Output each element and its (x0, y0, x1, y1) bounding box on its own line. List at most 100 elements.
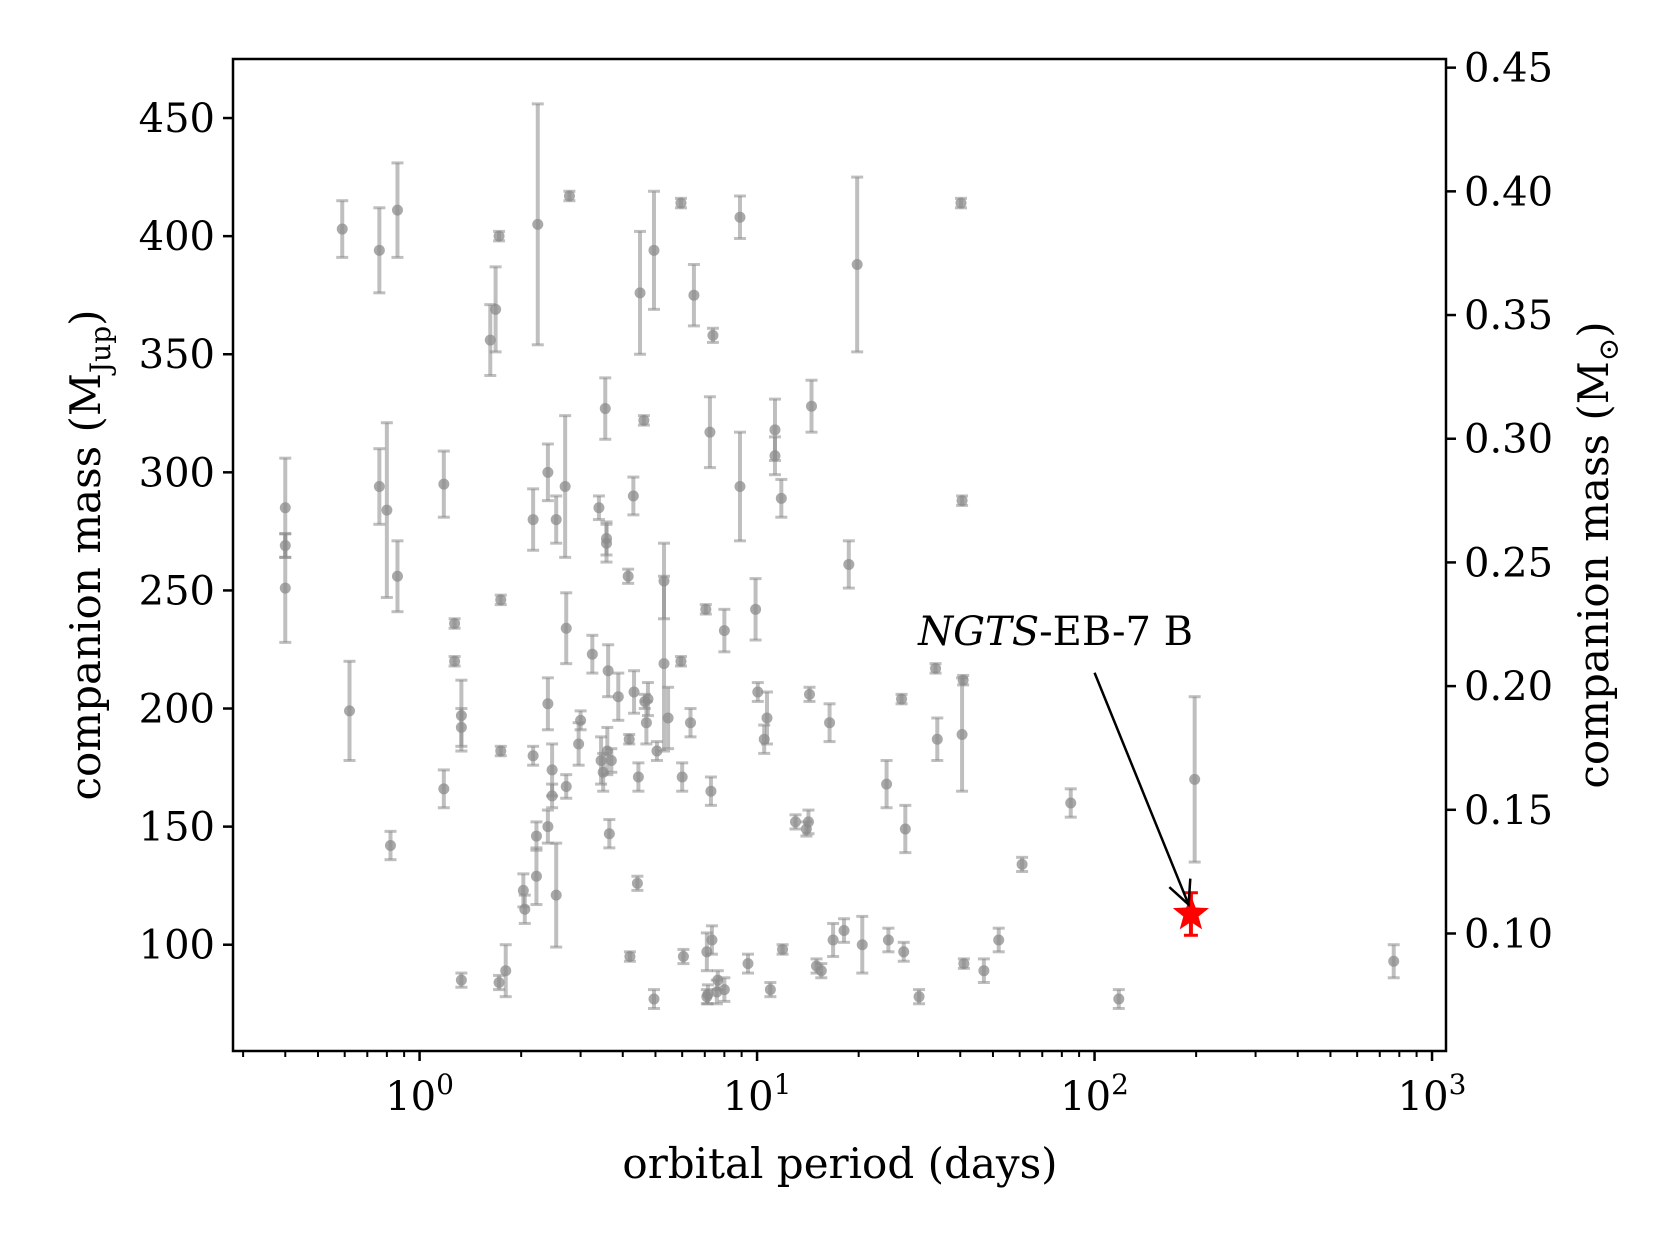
data-point (560, 591, 573, 666)
data-point-marker (764, 984, 776, 996)
x-tick-label: 103 (1398, 1068, 1467, 1120)
data-point-marker (881, 778, 893, 790)
data-point-marker (563, 190, 575, 202)
data-point (956, 676, 969, 793)
data-point-marker (601, 532, 613, 544)
data-point (842, 539, 855, 590)
data-point-marker (824, 717, 836, 729)
data-point-marker (838, 925, 850, 937)
data-point (718, 976, 731, 1003)
left-y-tick-label: 200 (139, 687, 215, 733)
data-point (776, 943, 789, 956)
data-point-marker (455, 974, 467, 986)
right-y-tick-label: 0.25 (1464, 540, 1553, 586)
data-point-marker (750, 603, 762, 615)
data-point-marker (775, 492, 787, 504)
left-y-tick-label: 100 (139, 923, 215, 969)
annotation: NGTS-EB-7 B (917, 609, 1193, 908)
right-y-tick-label: 0.20 (1464, 664, 1553, 710)
data-point (623, 950, 636, 963)
left-y-tick-label: 400 (139, 214, 215, 260)
data-point (1016, 855, 1029, 873)
data-point (527, 487, 540, 552)
data-point-marker (856, 939, 868, 951)
data-point (550, 841, 563, 949)
data-point (622, 567, 635, 585)
data-point (1188, 695, 1201, 864)
data-point-marker (955, 197, 967, 209)
data-point-marker (500, 965, 512, 977)
data-point-marker (495, 745, 507, 757)
data-point-marker (899, 823, 911, 835)
left-y-axis-label: companion mass (MJup) (61, 309, 117, 800)
data-point (493, 229, 506, 243)
data-point-marker (957, 674, 969, 686)
data-point-marker (638, 414, 650, 426)
data-point-marker (373, 481, 385, 493)
data-point (623, 733, 636, 746)
right-y-axis-label-sub: ⊙ (1592, 338, 1625, 361)
left-y-tick-label: 350 (139, 332, 215, 378)
data-point-marker (344, 705, 356, 717)
data-point-marker (632, 771, 644, 783)
x-tick-label-exponent: 1 (774, 1068, 792, 1101)
data-point-marker (279, 582, 291, 594)
x-tick-label: 100 (385, 1068, 454, 1120)
data-point (768, 435, 781, 477)
data-point (530, 820, 543, 852)
x-tick-label-exponent: 0 (436, 1068, 454, 1101)
data-point (647, 988, 660, 1010)
data-point (957, 673, 970, 687)
data-point-marker (530, 830, 542, 842)
data-point (586, 633, 599, 675)
data-point (931, 716, 944, 762)
data-point (530, 846, 543, 907)
data-point-marker (530, 870, 542, 882)
data-point (880, 758, 893, 810)
data-point (823, 702, 836, 744)
data-point-marker (676, 771, 688, 783)
data-point (895, 692, 908, 706)
data-point (802, 808, 815, 836)
data-point (658, 574, 671, 753)
data-point-marker (631, 877, 643, 889)
data-point (789, 813, 802, 831)
data-point (703, 395, 716, 470)
data-point-marker (493, 230, 505, 242)
data-point-marker (851, 258, 863, 270)
data-point-marker (688, 289, 700, 301)
data-point-marker (542, 698, 554, 710)
data-point (674, 655, 687, 668)
data-point-marker (455, 721, 467, 733)
data-point-marker (803, 688, 815, 700)
data-point-marker (612, 691, 624, 703)
data-point (541, 442, 554, 503)
data-point (687, 262, 700, 328)
data-point (599, 376, 612, 441)
data-point-marker (651, 745, 663, 757)
right-y-tick-label: 0.40 (1464, 169, 1553, 215)
data-point (603, 818, 616, 850)
data-marks (279, 102, 1400, 1010)
star-marker (1172, 895, 1209, 930)
data-point-marker (896, 693, 908, 705)
data-point-marker (1065, 797, 1077, 809)
plot-frame (231, 57, 1448, 1053)
data-point (856, 914, 869, 975)
data-point (815, 962, 828, 980)
data-point-marker (677, 951, 689, 963)
data-point-marker (913, 991, 925, 1003)
data-point-marker (777, 943, 789, 955)
data-point (733, 430, 746, 543)
data-point-marker (956, 495, 968, 507)
data-point (380, 421, 393, 600)
data-point (373, 447, 386, 526)
data-point-marker (790, 816, 802, 828)
data-point (455, 971, 468, 989)
annotation-arrowhead (1168, 878, 1192, 908)
data-point (954, 196, 967, 210)
data-point (827, 921, 840, 959)
data-point (602, 643, 615, 699)
data-point (546, 782, 559, 810)
data-point (518, 893, 531, 925)
